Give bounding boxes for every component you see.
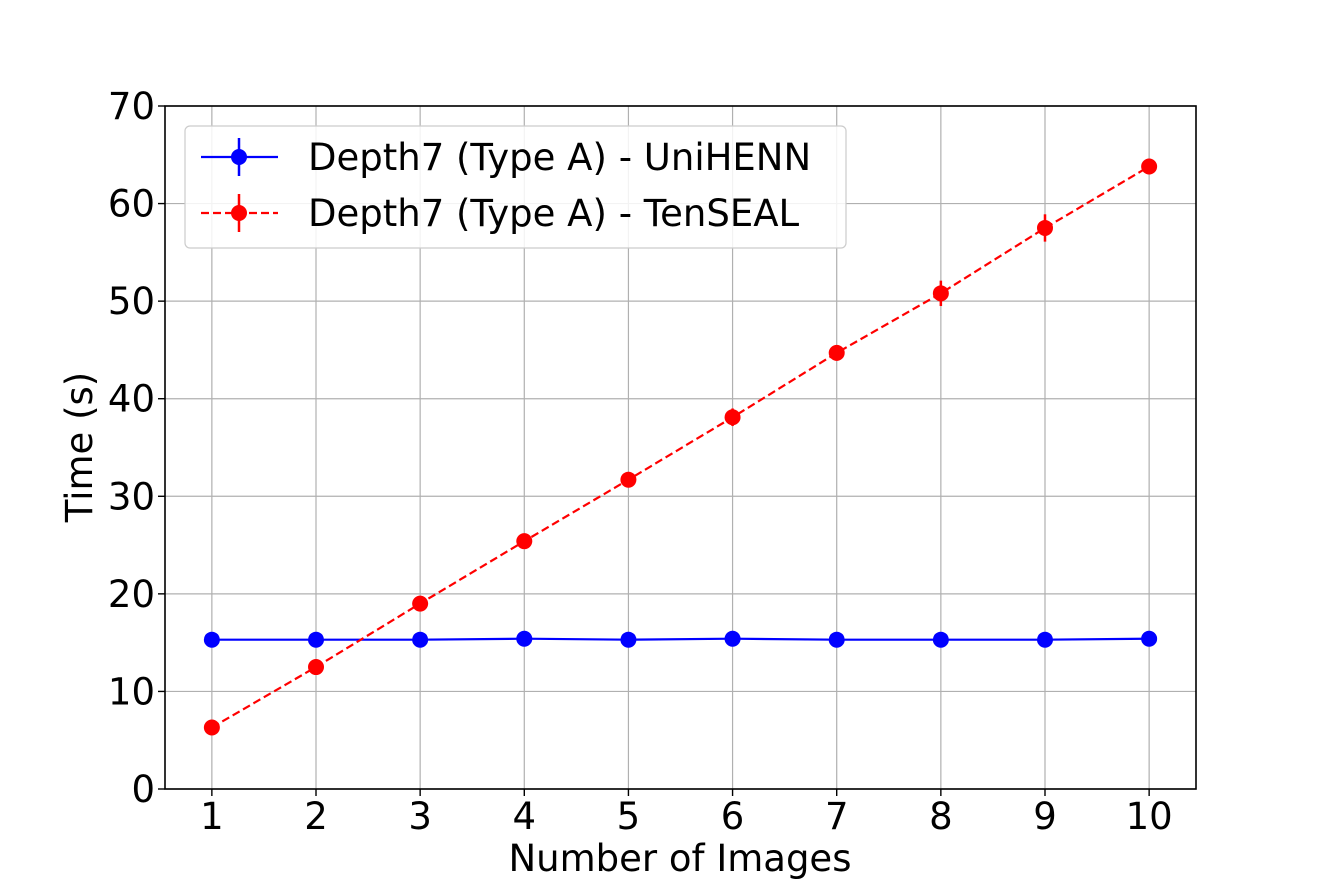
series-2 [203, 158, 1158, 736]
series-1 [203, 630, 1158, 648]
x-tick-label: 9 [1033, 795, 1057, 838]
legend: Depth7 (Type A) - UniHENN Depth7 (Type A)… [184, 125, 847, 249]
y-tick-label: 10 [108, 670, 155, 713]
data-point [1036, 631, 1053, 648]
x-tick-label: 10 [1126, 795, 1173, 838]
series-layer [203, 158, 1158, 736]
data-point [516, 533, 533, 550]
data-point [1141, 630, 1158, 647]
x-tick-label: 7 [825, 795, 849, 838]
x-tick-label: 6 [721, 795, 745, 838]
data-point [308, 631, 325, 648]
series-line [211, 637, 1150, 641]
legend-box [184, 125, 847, 249]
x-tick-label: 4 [513, 795, 537, 838]
data-point [412, 595, 429, 612]
y-tick-label: 50 [108, 280, 155, 323]
x-tick-label: 2 [304, 795, 328, 838]
legend-label: Depth7 (Type A) - UniHENN [308, 136, 811, 179]
y-tick-label: 60 [108, 183, 155, 226]
legend-marker [231, 149, 247, 165]
y-axis-ticks: 0 10 20 30 40 50 60 70 [108, 85, 165, 811]
y-tick-label: 30 [108, 475, 155, 518]
data-point [516, 630, 533, 647]
data-point [932, 285, 949, 302]
x-tick-label: 8 [929, 795, 953, 838]
x-axis-label: Number of Images [509, 837, 852, 880]
y-tick-label: 0 [131, 768, 155, 811]
y-axis-label: Time (s) [58, 372, 101, 523]
data-point [724, 630, 741, 647]
x-tick-label: 3 [408, 795, 432, 838]
data-point [724, 409, 741, 426]
y-tick-label: 70 [108, 85, 155, 128]
legend-label: Depth7 (Type A) - TenSEAL [308, 192, 800, 235]
data-point [932, 631, 949, 648]
data-point [203, 631, 220, 648]
y-tick-label: 20 [108, 573, 155, 616]
plot-frame [164, 105, 1197, 790]
x-axis-ticks: 1 2 3 4 5 6 7 8 9 10 [200, 789, 1173, 838]
data-point [620, 471, 637, 488]
y-tick-label: 40 [108, 378, 155, 421]
series-line [211, 165, 1150, 729]
data-point [203, 719, 220, 736]
data-point [828, 344, 845, 361]
data-point [308, 659, 325, 676]
data-point [1036, 219, 1053, 236]
data-point [1141, 158, 1158, 175]
data-point [828, 631, 845, 648]
legend-marker [231, 205, 247, 221]
data-point [620, 631, 637, 648]
x-tick-label: 5 [617, 795, 641, 838]
x-tick-label: 1 [200, 795, 224, 838]
data-point [412, 631, 429, 648]
